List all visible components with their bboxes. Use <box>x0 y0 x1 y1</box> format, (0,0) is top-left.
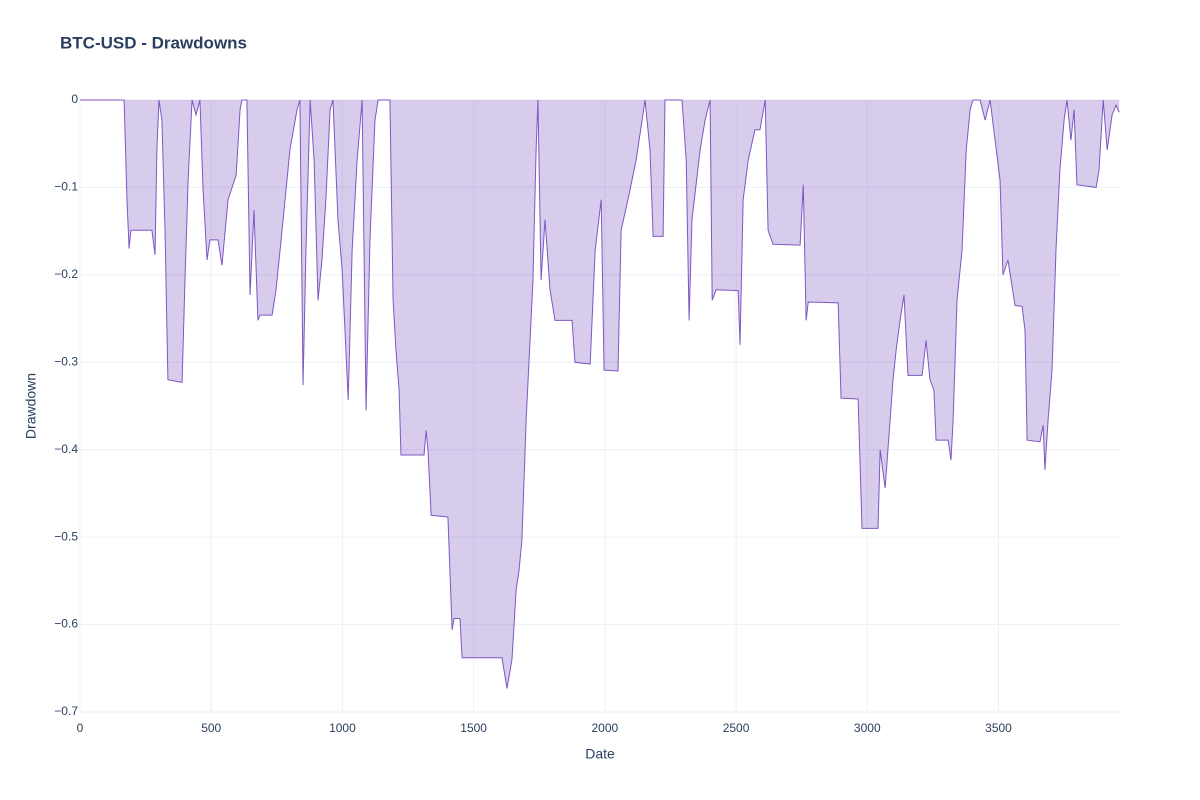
x-tick-label: 500 <box>201 721 221 735</box>
x-tick-label: 0 <box>77 721 84 735</box>
y-tick-label: −0.4 <box>54 442 78 456</box>
x-tick-label: 3000 <box>854 721 881 735</box>
chart-title: BTC-USD - Drawdowns <box>60 33 247 52</box>
x-tick-label: 3500 <box>985 721 1012 735</box>
x-axis-label: Date <box>585 746 615 762</box>
y-tick-label: −0.2 <box>54 267 78 281</box>
x-tick-label: 2000 <box>592 721 619 735</box>
area-line <box>80 99 1120 689</box>
x-tick-label: 2500 <box>723 721 750 735</box>
y-tick-label: −0.1 <box>54 180 78 194</box>
area-fill <box>80 100 1120 689</box>
x-tick-label: 1500 <box>460 721 487 735</box>
y-axis-label: Drawdown <box>23 373 39 439</box>
y-tick-label: 0 <box>71 92 78 106</box>
y-tick-label: −0.3 <box>54 354 78 368</box>
y-tick-label: −0.6 <box>54 617 78 631</box>
y-tick-label: −0.5 <box>54 529 78 543</box>
y-tick-label: −0.7 <box>54 704 78 718</box>
x-tick-label: 1000 <box>329 721 356 735</box>
